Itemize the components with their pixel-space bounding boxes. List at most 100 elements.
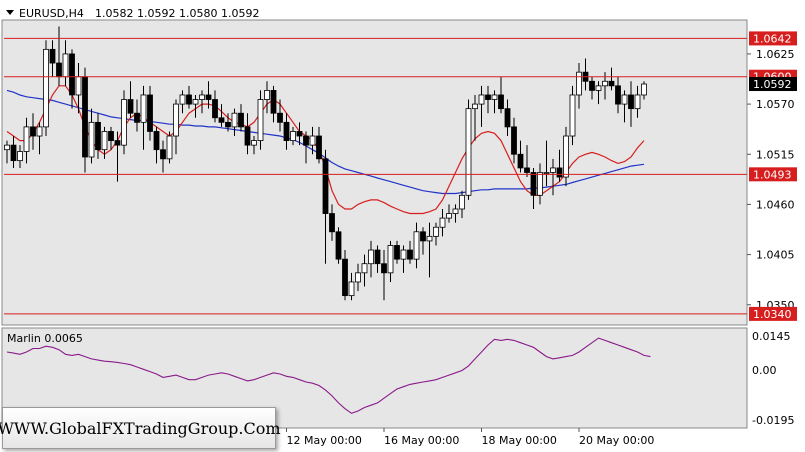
candle-body	[231, 112, 238, 128]
candle	[329, 204, 335, 241]
candle-body	[290, 131, 296, 141]
candle-body	[602, 80, 608, 87]
candle-body	[465, 108, 472, 196]
candle	[641, 81, 647, 100]
candle-body	[361, 263, 368, 274]
candle-body	[153, 131, 160, 151]
candle-body	[199, 94, 205, 100]
candle	[452, 204, 459, 223]
candle	[478, 85, 485, 127]
candle	[621, 90, 628, 123]
candle-body	[36, 126, 43, 137]
candle-body	[251, 140, 257, 146]
candle-body	[257, 99, 264, 141]
ohlc-label: 1.0582 1.0592 1.0580 1.0592	[95, 7, 259, 20]
candle	[517, 140, 524, 173]
candle	[465, 99, 472, 200]
candle	[186, 85, 192, 109]
candle	[556, 149, 563, 182]
candle-body	[576, 71, 582, 96]
candle	[173, 99, 179, 155]
candle-body	[387, 245, 394, 274]
candle	[368, 240, 374, 278]
candle-body	[342, 258, 348, 297]
candle-body	[134, 112, 140, 123]
marlin-tick: 0.0145	[752, 330, 791, 343]
candle-body	[478, 94, 485, 105]
candle-body	[615, 85, 621, 105]
candle-body	[322, 158, 329, 214]
candle-body	[62, 53, 69, 78]
candle-body	[621, 94, 628, 105]
candle	[283, 113, 290, 150]
candle	[309, 126, 316, 155]
candle-body	[446, 213, 452, 219]
candle	[244, 113, 251, 155]
candle-body	[244, 126, 251, 146]
candle	[49, 40, 56, 77]
candle-body	[498, 94, 504, 110]
candle-body	[524, 167, 530, 173]
candle-body	[608, 80, 615, 87]
candle-body	[10, 144, 17, 162]
level-tag	[749, 306, 797, 321]
candle	[121, 90, 127, 155]
candle-body	[17, 151, 23, 162]
menu-triangle-icon[interactable]	[6, 10, 14, 15]
candle-body	[108, 131, 114, 141]
candle	[270, 85, 277, 123]
candle-body	[348, 281, 355, 297]
candle	[134, 99, 140, 132]
price-panel[interactable]	[1, 19, 748, 326]
candle-body	[381, 263, 387, 274]
candle	[160, 140, 166, 173]
candle	[127, 81, 134, 118]
candle	[192, 94, 199, 118]
candle	[537, 163, 543, 205]
candle-body	[543, 172, 550, 174]
candle	[420, 227, 426, 255]
candle-body	[309, 135, 316, 146]
marlin-tick: 0.00	[752, 364, 777, 377]
candle-body	[400, 249, 407, 260]
candle-body	[238, 112, 244, 128]
candle-body	[88, 121, 95, 158]
candle-body	[49, 48, 56, 64]
level-tag-label: 1.0493	[753, 168, 792, 181]
current-price-label: 1.0592	[753, 78, 792, 91]
candle	[140, 85, 147, 150]
candle-body	[186, 94, 192, 105]
watermark-text: WWW.GlobalFXTradingGroup.Com	[0, 418, 281, 438]
candle	[511, 117, 517, 164]
candle	[491, 90, 498, 114]
candle-body	[69, 53, 75, 96]
candle	[251, 136, 257, 155]
candle-body	[114, 140, 121, 146]
candle	[433, 222, 439, 246]
candle-body	[335, 231, 342, 260]
candle	[95, 113, 101, 159]
candle-body	[589, 80, 595, 91]
candle	[166, 131, 173, 164]
candle	[82, 67, 88, 173]
candle	[374, 245, 381, 273]
candle	[30, 113, 36, 150]
candle	[17, 145, 23, 168]
candle-body	[563, 135, 569, 178]
candle	[4, 140, 10, 164]
candle-body	[374, 249, 381, 265]
candle	[569, 85, 576, 146]
candle-body	[277, 112, 283, 123]
level-tag-label: 1.0340	[753, 308, 792, 321]
y-tick-label: 1.0405	[756, 249, 795, 262]
current-price-tag	[749, 77, 797, 92]
candle-body	[218, 117, 225, 123]
candle-body	[407, 249, 413, 260]
candle	[439, 208, 446, 237]
marlin-series	[6, 337, 651, 414]
candle	[589, 76, 595, 100]
candle	[290, 126, 296, 146]
candle	[303, 131, 309, 164]
candle-body	[82, 76, 88, 158]
candle-body	[504, 108, 511, 128]
